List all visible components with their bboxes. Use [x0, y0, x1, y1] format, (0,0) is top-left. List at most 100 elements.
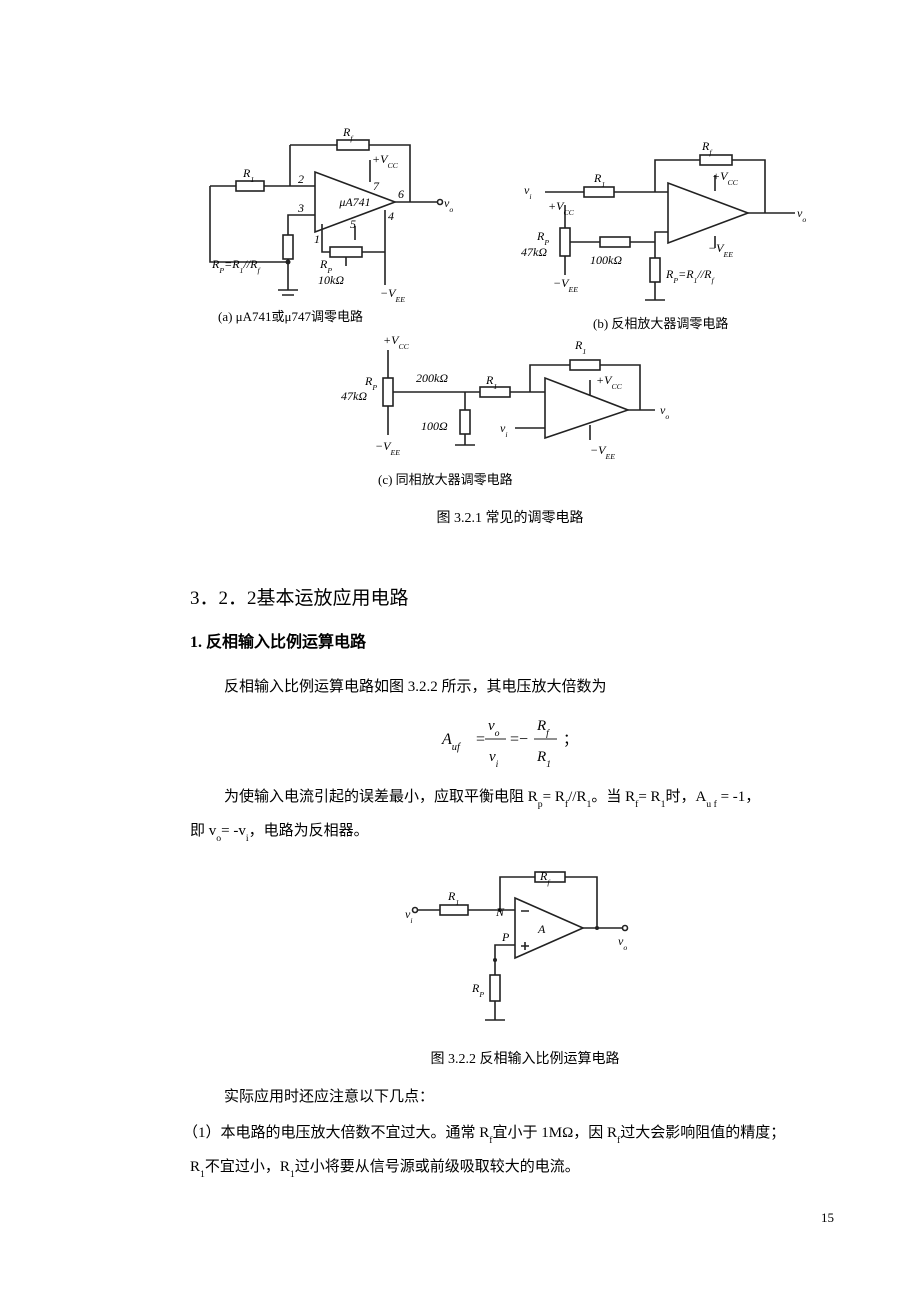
text-line: RP [471, 981, 484, 999]
text-line: Auf [441, 731, 462, 753]
subscript: CC [398, 342, 409, 351]
subscript: CC [611, 382, 622, 391]
run: +V [596, 373, 613, 387]
run: R [190, 1159, 200, 1175]
text: (c) 同相放大器调零电路 [378, 472, 513, 487]
subscript: f [711, 276, 715, 285]
text: 15 [821, 1210, 834, 1225]
text-line: 47kΩ [341, 389, 367, 403]
run: 6 [398, 187, 404, 201]
subscript: EE [604, 452, 615, 461]
run: +V [548, 199, 565, 213]
text-line: μA741 [338, 195, 370, 209]
run: +V [712, 169, 729, 183]
subscript: f [565, 799, 569, 810]
run: 5 [350, 217, 356, 231]
run: 47kΩ [341, 389, 367, 403]
subscript: f [350, 134, 354, 143]
text-line: 为使输入电流引起的误差最小，应取平衡电阻 Rp= Rf//R1。当 Rf= R1… [224, 787, 760, 810]
subscript: 1 [493, 382, 497, 391]
run: −V [708, 241, 725, 255]
run: 。当 R [591, 788, 635, 805]
run: = R [638, 789, 660, 805]
run: R [665, 267, 674, 281]
run: 2 [298, 172, 304, 186]
text-line: vo [444, 196, 453, 214]
run: v [618, 934, 624, 948]
text-line: 5 [350, 217, 356, 231]
subscript: f [709, 148, 713, 157]
subscript: 1 [694, 276, 698, 285]
run: R [574, 338, 583, 352]
subscript: P [326, 266, 332, 275]
text-line: RP=R1//Rf [665, 267, 715, 285]
text-line: Rf [539, 869, 551, 887]
run: 反相输入比例运算电路如图 3.2.2 所示，其电压放大倍数为 [224, 677, 607, 695]
text-line: +VCC [372, 152, 399, 170]
text-line: 3 [297, 201, 304, 215]
run: 3 [297, 201, 304, 215]
subscript: o [623, 943, 627, 952]
run: −V [590, 443, 607, 457]
subscript: f [257, 266, 261, 275]
run: 过大会影响阻值的精度； [620, 1124, 785, 1141]
run: A [537, 922, 546, 936]
text-line: −VEE [380, 286, 405, 304]
run: 10kΩ [318, 273, 344, 287]
text: 3．2．2基本运放应用电路 [190, 587, 409, 609]
run: R [485, 373, 494, 387]
subscript: 1 [250, 175, 254, 184]
subscript: i [496, 759, 499, 770]
run: 宜小于 1MΩ，因 R [493, 1124, 618, 1141]
text-line: 6 [398, 187, 404, 201]
text-line: vi [524, 183, 532, 201]
text: ； [563, 732, 578, 748]
text-line: R1 [593, 171, 605, 189]
run: −V [375, 439, 392, 453]
text-line: R1 [485, 373, 497, 391]
run: −V [553, 276, 570, 290]
run: R [447, 889, 456, 903]
subscript: 1 [290, 1169, 295, 1180]
run: //R [696, 267, 712, 281]
subscript: u f [706, 799, 717, 810]
run: 时，A [665, 788, 706, 805]
subscript: 1 [601, 180, 605, 189]
subscript: P [478, 990, 484, 999]
run: R [593, 171, 602, 185]
run: =R [224, 257, 240, 271]
subscript: 1 [582, 347, 586, 356]
subscript: 1 [200, 1169, 205, 1180]
text-line: 100Ω [421, 419, 448, 433]
run: μA741 [338, 195, 370, 209]
run: R [701, 139, 710, 153]
text-line: 47kΩ [521, 245, 547, 259]
run: 100kΩ [590, 253, 622, 267]
text-line: RP [536, 229, 549, 247]
run: 4 [388, 209, 394, 223]
subscript: i [529, 192, 531, 201]
run: R [242, 166, 251, 180]
text-line: 100kΩ [590, 253, 622, 267]
text-line: −VEE [553, 276, 578, 294]
text: (b) 反相放大器调零电路 [593, 316, 728, 331]
text-line: −VEE [590, 443, 615, 461]
subscript: f [546, 728, 550, 739]
text-line: Rf [536, 718, 550, 739]
subscript: EE [567, 285, 578, 294]
text-line: A [537, 922, 546, 936]
run: v [797, 206, 803, 220]
subscript: f [635, 799, 639, 810]
text-line: 4 [388, 209, 394, 223]
text-line: RP [319, 257, 332, 275]
text: 1. 反相输入比例运算电路 [190, 632, 367, 651]
run: 即 v [190, 823, 217, 839]
run: = -v [221, 823, 246, 839]
text-line: vo [797, 206, 806, 224]
run: v [660, 403, 666, 417]
run: v [488, 718, 495, 734]
text-line: +VCC [383, 333, 410, 351]
subscript: 1 [240, 266, 244, 275]
text: (a) μA741或μ747调零电路 [218, 309, 363, 324]
text-line: 反相输入比例运算电路如图 3.2.2 所示，其电压放大倍数为 [224, 677, 607, 695]
